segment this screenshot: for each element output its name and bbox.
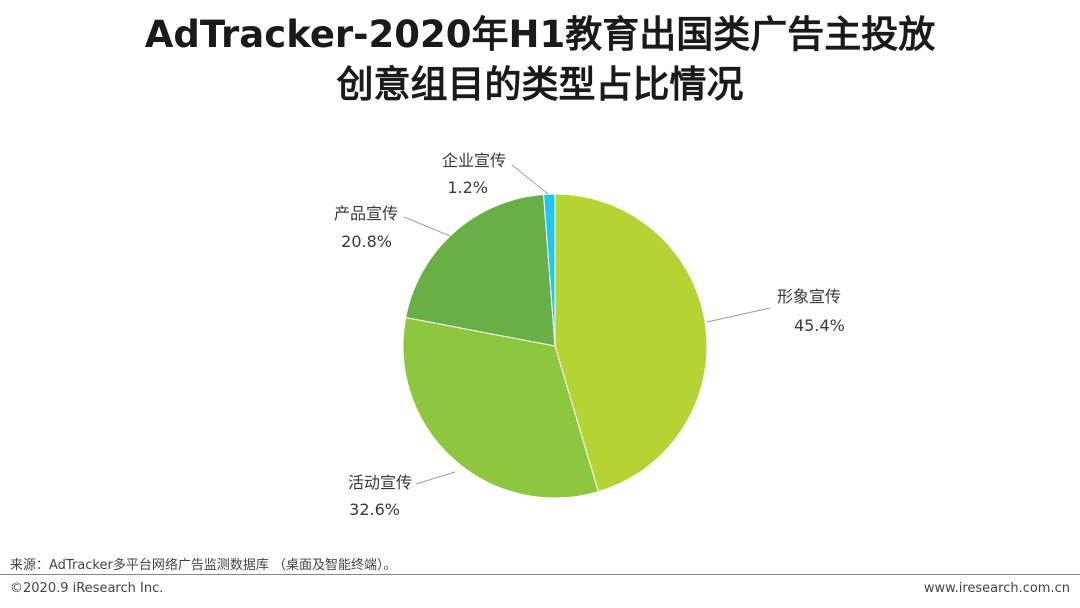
- slice-value-label-3: 20.8%: [341, 232, 392, 251]
- pie-slice-2: [402, 316, 599, 499]
- chart-title: AdTracker-2020年H1教育出国类广告主投放 创意组目的类型占比情况: [0, 10, 1080, 110]
- slice-value-label-4: 1.2%: [447, 178, 488, 197]
- slice-value-label-2: 32.6%: [349, 500, 400, 519]
- slice-name-label-4: 企业宣传: [442, 151, 506, 170]
- pie-slice-3: [405, 193, 556, 347]
- slice-name-label-3: 产品宣传: [334, 204, 398, 223]
- slice-name-label-2: 活动宣传: [348, 473, 412, 492]
- source-note: 来源：AdTracker多平台网络广告监测数据库 （桌面及智能终端）。: [10, 558, 397, 573]
- leader-line-2: [415, 471, 456, 485]
- chart-title-line-1: AdTracker-2020年H1教育出国类广告主投放: [144, 13, 936, 56]
- leader-line-3: [403, 216, 451, 237]
- website-link[interactable]: www.iresearch.com.cn: [923, 581, 1070, 596]
- slice-name-label-1: 形象宣传: [777, 287, 841, 306]
- slice-value-label-1: 45.4%: [794, 316, 845, 335]
- pie-slice-1: [554, 193, 708, 493]
- footer-divider: [0, 574, 1080, 575]
- pie-slice-4: [543, 193, 556, 347]
- leader-line-4: [511, 164, 549, 195]
- copyright-text: ©2020.9 iResearch Inc.: [10, 581, 164, 596]
- chart-title-line-2: 创意组目的类型占比情况: [336, 63, 744, 106]
- leader-line-1: [706, 307, 771, 323]
